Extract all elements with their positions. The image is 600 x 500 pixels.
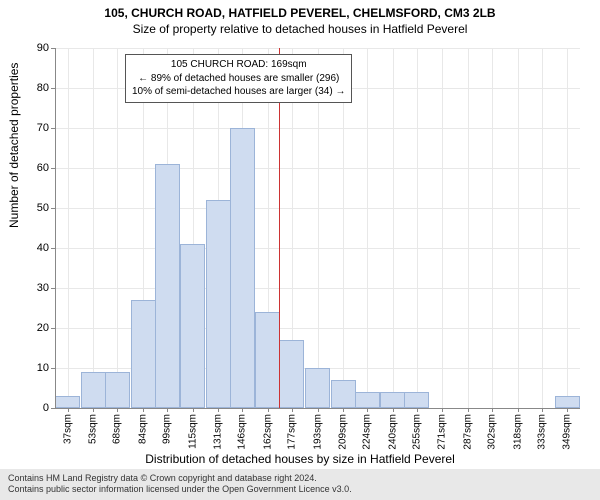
chart-subtitle: Size of property relative to detached ho… — [0, 20, 600, 36]
histogram-bar — [81, 372, 106, 408]
histogram-bar — [206, 200, 231, 408]
x-axis-label: Distribution of detached houses by size … — [0, 452, 600, 466]
xtick-label: 318sqm — [512, 414, 523, 450]
gridline-vertical — [542, 48, 543, 408]
ytick-label: 80 — [37, 82, 49, 94]
gridline-vertical — [417, 48, 418, 408]
histogram-bar — [55, 396, 80, 408]
gridline-vertical — [68, 48, 69, 408]
gridline-vertical — [468, 48, 469, 408]
xtick-label: 131sqm — [213, 414, 224, 450]
footer-line-1: Contains HM Land Registry data © Crown c… — [8, 473, 592, 485]
ytick-label: 30 — [37, 282, 49, 294]
histogram-bar — [180, 244, 205, 408]
gridline-vertical — [117, 48, 118, 408]
xtick-label: 84sqm — [138, 414, 149, 444]
xtick-label: 177sqm — [286, 414, 297, 450]
xtick-label: 287sqm — [462, 414, 473, 450]
gridline-vertical — [93, 48, 94, 408]
histogram-bar — [279, 340, 304, 408]
xtick-label: 224sqm — [362, 414, 373, 450]
xtick-label: 53sqm — [88, 414, 99, 444]
gridline-vertical — [393, 48, 394, 408]
footer-attribution: Contains HM Land Registry data © Crown c… — [0, 469, 600, 500]
gridline-vertical — [567, 48, 568, 408]
ytick-label: 20 — [37, 322, 49, 334]
xtick-label: 349sqm — [562, 414, 573, 450]
histogram-bar — [255, 312, 280, 408]
xtick-label: 162sqm — [262, 414, 273, 450]
histogram-bar — [331, 380, 356, 408]
histogram-bar — [230, 128, 255, 408]
annotation-box: 105 CHURCH ROAD: 169sqm← 89% of detached… — [125, 54, 352, 103]
xtick-label: 115sqm — [187, 414, 198, 449]
xtick-label: 240sqm — [387, 414, 398, 450]
xtick-label: 68sqm — [112, 414, 123, 444]
ytick-label: 50 — [37, 202, 49, 214]
x-axis-line — [55, 408, 580, 409]
gridline-vertical — [492, 48, 493, 408]
gridline-vertical — [367, 48, 368, 408]
ytick-label: 0 — [43, 402, 49, 414]
xtick-label: 146sqm — [237, 414, 248, 450]
y-axis-line — [55, 48, 56, 408]
xtick-label: 99sqm — [162, 414, 173, 444]
xtick-label: 193sqm — [312, 414, 323, 450]
ytick-label: 60 — [37, 162, 49, 174]
histogram-bar — [404, 392, 429, 408]
histogram-bar — [105, 372, 130, 408]
y-axis-label: Number of detached properties — [7, 63, 21, 228]
histogram-bar — [155, 164, 180, 408]
ytick-label: 40 — [37, 242, 49, 254]
xtick-label: 333sqm — [536, 414, 547, 450]
annotation-line-2: ← 89% of detached houses are smaller (29… — [132, 72, 345, 86]
histogram-bar — [380, 392, 405, 408]
histogram-bar — [131, 300, 156, 408]
ytick-label: 10 — [37, 362, 49, 374]
chart-title: 105, CHURCH ROAD, HATFIELD PEVEREL, CHEL… — [0, 0, 600, 20]
xtick-label: 209sqm — [338, 414, 349, 450]
histogram-bar — [305, 368, 330, 408]
footer-line-2: Contains public sector information licen… — [8, 484, 592, 496]
histogram-bar — [355, 392, 380, 408]
chart-plot-area: 010203040506070809037sqm53sqm68sqm84sqm9… — [55, 48, 580, 408]
xtick-label: 302sqm — [486, 414, 497, 450]
annotation-line-1: 105 CHURCH ROAD: 169sqm — [132, 58, 345, 72]
ytick-label: 90 — [37, 42, 49, 54]
ytick-label: 70 — [37, 122, 49, 134]
gridline-vertical — [442, 48, 443, 408]
xtick-label: 37sqm — [62, 414, 73, 444]
annotation-line-3: 10% of semi-detached houses are larger (… — [132, 85, 345, 99]
gridline-vertical — [518, 48, 519, 408]
histogram-bar — [555, 396, 580, 408]
xtick-label: 271sqm — [437, 414, 448, 450]
xtick-label: 255sqm — [411, 414, 422, 450]
